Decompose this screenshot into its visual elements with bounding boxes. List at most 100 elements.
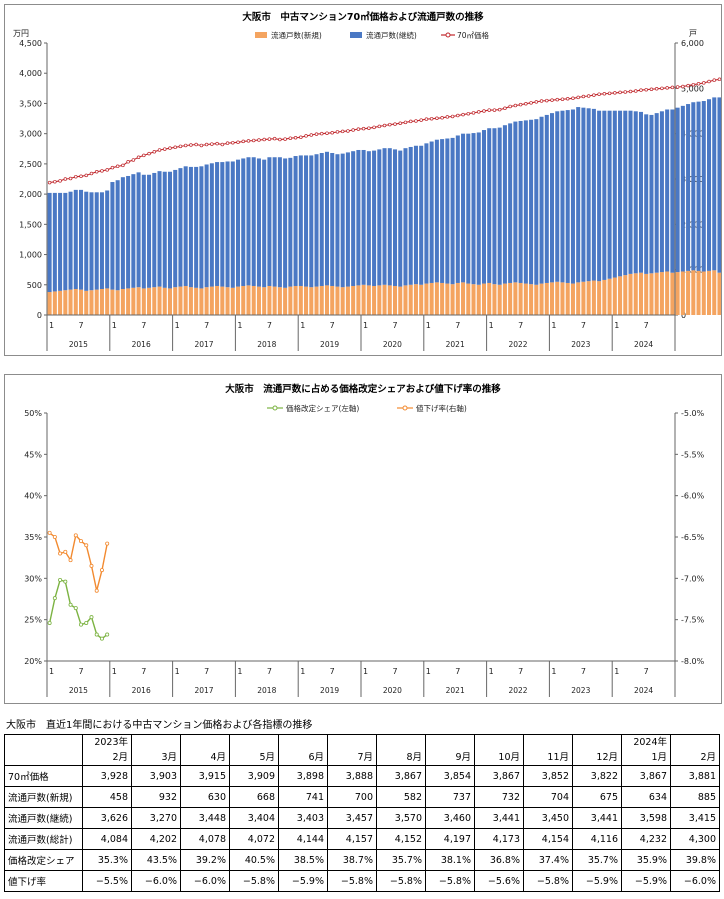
bar-new [550,282,555,315]
bar-continuing [450,137,455,285]
x-tick-label: 7 [330,321,335,330]
price-point [513,103,518,108]
bar-new [345,286,350,315]
year-header-cell [131,734,181,750]
legend-label: 価格改定シェア(左軸) [286,403,359,413]
bar-new [654,272,659,315]
x-tick-label: 7 [581,667,586,676]
bar-new [712,270,717,315]
table-cell: 4,144 [278,828,328,850]
bar-new [246,285,251,315]
price-point [445,115,450,119]
price-point [210,142,214,146]
bar-continuing [230,161,235,288]
year-label: 2016 [132,340,151,349]
y-left-tick-label: 40% [24,492,42,501]
bar-continuing [131,174,136,288]
bar-new [272,286,277,315]
bar-continuing [314,154,319,287]
bar-new [591,280,596,315]
bar-continuing [215,162,220,286]
price-point [539,99,544,103]
table-title: 大阪市 直近1年間における中古マンション価格および各指標の推移 [6,720,313,731]
x-tick-label: 7 [267,667,272,676]
bar-new [565,282,570,315]
row-label: 70㎡価格 [4,765,83,787]
table-cell: 4,202 [131,828,181,850]
year-label: 2015 [69,686,88,695]
year-header-cell [670,734,720,750]
x-tick-label: 7 [141,667,146,676]
table-cell: 3,598 [621,807,671,829]
bar-new [131,287,136,315]
price-point [450,114,455,119]
price-point [696,82,701,86]
price-point [560,97,565,101]
bar-continuing [408,146,413,285]
rate-point [73,533,78,538]
table-cell: 932 [131,786,181,808]
price-point [220,142,225,147]
price-point [435,116,439,121]
price-point [466,111,471,116]
table-cell: 3,888 [327,765,377,787]
bar-continuing [58,192,63,291]
x-tick-label: 1 [363,667,368,676]
bar-continuing [471,133,476,285]
bar-new [628,273,633,315]
price-point [121,163,125,168]
bar-new [413,284,418,315]
table-cell: 3,626 [82,807,132,829]
price-point [686,83,690,88]
bar-new [136,287,141,315]
price-point [497,107,502,112]
x-tick-label: 7 [330,667,335,676]
price-point [168,146,172,150]
month-header-cell: 8月 [376,750,426,766]
table-cell: 3,903 [131,765,181,787]
year-label: 2018 [257,686,276,695]
price-point [74,174,78,179]
price-point [534,100,539,104]
y-left-tick-label: 50% [24,409,42,418]
price-point [576,95,580,100]
price-point [675,85,680,89]
x-tick-label: 7 [581,321,586,330]
bar-new [424,283,429,315]
price-point [157,148,162,152]
bar-continuing [461,133,466,283]
bar-continuing [691,102,696,271]
price-point [267,137,272,141]
y-right-unit: 戸 [689,29,697,38]
legend-marker [445,32,451,38]
corner-cell [4,734,83,750]
price-point [618,90,622,95]
row-label: 流通戸数(継続) [4,807,83,829]
rate-point [94,588,99,593]
year-header-cell [425,734,475,750]
price-point [251,138,256,143]
bar-continuing [670,109,675,273]
table-cell: 582 [376,786,426,808]
share-point [99,636,104,641]
legend-label: 70㎡価格 [457,30,490,40]
price-point [545,98,549,103]
x-tick-label: 7 [455,321,460,330]
year-label: 2020 [383,340,402,349]
table-cell: −5.8% [523,870,573,892]
bar-new [670,272,675,315]
table-cell: 4,084 [82,828,132,850]
bar-new [455,282,460,315]
bar-new [581,281,586,315]
table-cell: 3,822 [572,765,622,787]
year-header-cell [229,734,279,750]
bar-continuing [712,97,717,271]
bar-continuing [445,138,450,284]
x-tick-label: 1 [175,667,180,676]
y-right-tick-label: -6.0% [681,492,705,501]
bar-continuing [220,162,225,287]
bar-continuing [361,149,366,285]
price-point [356,127,361,131]
year-label: 2023 [571,686,590,695]
bar-continuing [351,151,356,286]
